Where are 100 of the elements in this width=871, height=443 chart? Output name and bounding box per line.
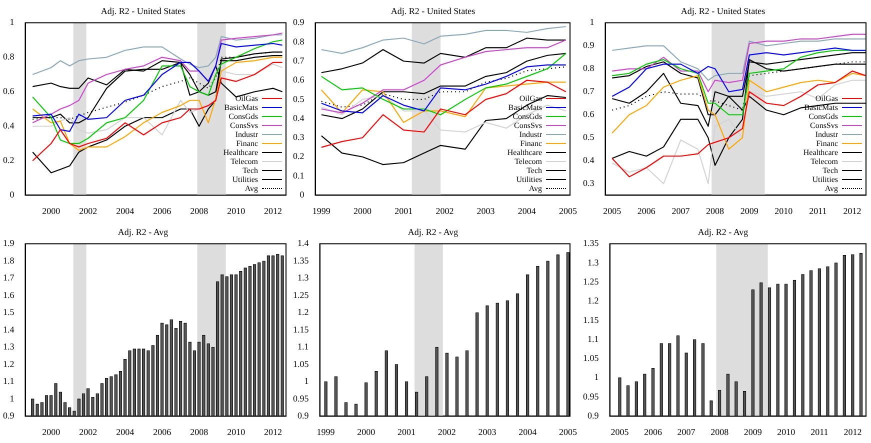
legend-label: Utilities (232, 175, 258, 184)
legend-label: Healthcare (803, 148, 838, 158)
legend-label: Healthcare (507, 148, 542, 158)
y-tick-label: 0.2 (3, 155, 14, 166)
y-tick-label: 1.15 (293, 324, 310, 334)
legend-label: OilGas (815, 94, 838, 104)
x-tick-label: 2002 (436, 206, 454, 216)
legend-label: ConsSvs (230, 121, 258, 130)
x-tick-label: 2012 (844, 426, 862, 437)
y-tick-label: 0 (300, 190, 305, 200)
x-tick-label: 2002 (438, 426, 456, 437)
chart-title: Adj. R2 - United States (680, 6, 766, 16)
y-tick-label: 0.95 (583, 391, 600, 402)
legend-label: Telecom (810, 157, 838, 166)
y-tick-label: 1.6 (3, 290, 15, 300)
legend-label: Tech (526, 166, 542, 176)
y-tick-label: 1 (304, 376, 309, 386)
x-tick-label: 2001 (394, 206, 413, 216)
legend-label: Healthcare (223, 148, 258, 158)
y-tick-label: 1.9 (3, 238, 15, 248)
x-tick-label: 2010 (227, 426, 246, 437)
legend-label: ConsGds (512, 112, 542, 122)
y-tick-label: 0.9 (588, 410, 600, 421)
legend-label: Financ (520, 139, 542, 148)
y-tick-label: 0.4 (293, 112, 305, 123)
y-tick-label: 0 (10, 190, 15, 200)
x-tick-label: 2012 (843, 206, 862, 216)
y-tick-label: 1.1 (588, 334, 599, 344)
legend-label: Telecom (514, 157, 542, 166)
legend-label: Industr (519, 130, 542, 140)
x-tick-label: 2009 (740, 206, 759, 216)
x-tick-label: 2006 (153, 426, 172, 437)
x-tick-label: 2010 (227, 206, 246, 216)
legend-label: Utilities (812, 175, 838, 184)
y-tick-label: 0.9 (298, 410, 310, 421)
y-tick-label: 0.9 (293, 17, 305, 28)
x-tick-label: 2011 (810, 426, 828, 437)
x-tick-label: 2008 (190, 426, 209, 437)
x-tick-label: 2004 (518, 426, 538, 437)
x-tick-label: 2005 (558, 206, 578, 216)
x-tick-label: 2011 (809, 206, 827, 216)
x-tick-label: 2012 (264, 426, 282, 437)
y-tick-label: 0.4 (583, 155, 595, 166)
y-tick-label: 0.9 (3, 410, 15, 421)
x-tick-label: 2004 (518, 206, 536, 216)
y-tick-label: 1.25 (583, 276, 600, 286)
x-tick-label: 2007 (677, 426, 696, 437)
legend-label: Industr (815, 130, 838, 140)
x-tick-label: 2001 (398, 426, 416, 437)
x-tick-label: 2000 (42, 206, 61, 216)
x-tick-label: 2008 (190, 206, 209, 216)
x-tick-label: 2004 (116, 206, 135, 216)
y-tick-label: 1.5 (3, 307, 15, 318)
legend-label: Financ (816, 139, 838, 148)
y-tick-label: 0.8 (293, 36, 305, 46)
y-tick-label: 0.9 (583, 40, 595, 50)
legend-label: Financ (236, 139, 258, 148)
y-tick-label: 0.4 (3, 120, 15, 131)
y-tick-label: 1.3 (3, 342, 15, 352)
y-tick-label: 0.2 (293, 151, 304, 162)
y-tick-label: 1 (594, 372, 599, 382)
y-tick-label: 1.05 (293, 358, 310, 369)
x-tick-label: 2008 (710, 426, 730, 437)
y-tick-label: 1.35 (293, 255, 310, 266)
x-tick-label: 2006 (644, 426, 663, 437)
x-tick-label: 2007 (672, 206, 690, 216)
x-tick-label: 2012 (264, 206, 282, 216)
y-tick-label: 0.6 (3, 86, 15, 96)
x-tick-label: 2010 (774, 206, 794, 216)
y-tick-label: 1.05 (583, 353, 600, 364)
legend-label: OilGas (235, 94, 258, 104)
legend-label: Tech (822, 166, 838, 176)
y-tick-label: 0.1 (293, 170, 304, 180)
y-tick-label: 1.4 (3, 324, 15, 334)
y-tick-label: 1 (590, 17, 594, 28)
y-tick-label: 1.2 (3, 358, 14, 369)
y-tick-label: 1.8 (3, 255, 15, 266)
y-tick-label: 1.2 (298, 307, 309, 318)
legend-label: Utilities (516, 175, 542, 184)
y-tick-label: 1.25 (293, 290, 310, 300)
chart-title: Adj. R2 - Avg (408, 226, 459, 237)
y-tick-label: 1.1 (3, 376, 14, 386)
x-tick-label: 2003 (476, 206, 496, 216)
x-tick-label: 1999 (316, 426, 336, 437)
y-tick-label: 1.3 (298, 272, 310, 283)
legend-label: OilGas (519, 94, 542, 104)
x-tick-label: 2000 (354, 206, 372, 216)
x-tick-label: 2002 (79, 206, 98, 216)
legend-label: ConsSvs (514, 121, 542, 130)
y-tick-label: 1.4 (298, 238, 310, 248)
y-tick-label: 1.2 (588, 296, 599, 306)
chart-title: Adj. R2 - Avg (698, 226, 749, 237)
legend-label: Avg (824, 184, 838, 194)
legend-label: ConsGds (808, 112, 838, 122)
y-tick-label: 0.5 (583, 132, 595, 142)
y-tick-label: 1.15 (583, 314, 600, 325)
y-tick-label: 1.3 (588, 257, 600, 268)
legend-label: Industr (235, 130, 258, 140)
x-tick-label: 2005 (558, 426, 578, 437)
legend-label: BasicMats (804, 103, 838, 112)
